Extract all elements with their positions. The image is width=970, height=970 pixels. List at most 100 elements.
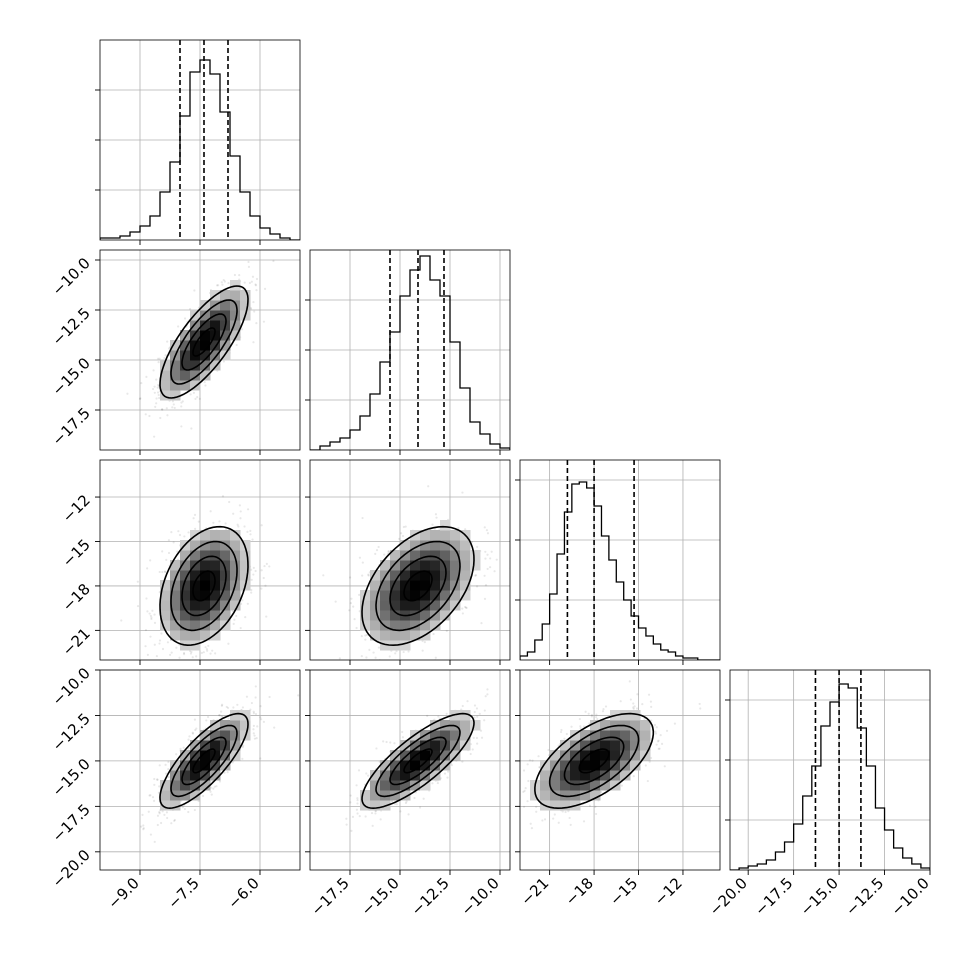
density-bin [460,580,471,591]
scatter-point [443,772,447,775]
scatter-point [247,260,250,264]
density-bin [230,280,241,291]
scatter-point [139,397,142,400]
scatter-point [156,778,159,781]
density-bin [200,760,211,771]
scatter-point [483,526,486,529]
scatter-point [205,647,208,651]
density-bin [180,630,191,641]
scatter-point [233,273,236,277]
scatter-point [179,747,182,750]
density-bin [390,550,401,561]
density-bin [400,640,411,651]
scatter-point [221,283,224,286]
scatter-point [253,734,256,737]
scatter-point [158,570,161,574]
density-bin [230,310,241,321]
density-bin [210,630,221,641]
scatter-point [356,797,359,800]
scatter-point [145,375,148,378]
scatter-point [402,525,405,529]
scatter-point [361,516,364,520]
scatter-point [349,602,352,605]
contour-line [170,299,238,385]
scatter-point [476,545,479,548]
scatter-point [413,796,416,800]
scatter-point [210,786,213,789]
density-bin [430,600,441,611]
density-bin [210,320,221,331]
scatter-point [195,727,198,730]
density-bin [180,750,191,761]
scatter-point [493,570,496,573]
density-bin [450,550,461,561]
scatter-point [164,763,167,766]
density-bin [420,600,431,611]
density-bin [230,590,241,601]
density-bin [240,290,251,301]
scatter-point [187,738,190,741]
density-bin [360,600,371,611]
scatter-point [475,585,479,588]
density-bin [220,730,231,741]
density-bin [200,750,211,761]
scatter-point [212,521,215,524]
scatter-point [464,528,467,531]
density-bin [190,380,201,391]
density-bin [200,350,211,361]
scatter-point [464,606,468,609]
density-bin [210,530,221,541]
scatter-point [189,393,192,396]
scatter-point [217,284,220,287]
scatter-point [163,356,166,360]
density-bin [170,570,181,581]
contour-line [375,540,461,632]
scatter-point [194,397,197,400]
scatter-point [218,780,222,783]
density-bin [210,330,221,341]
scatter-point [193,289,196,292]
scatter-point [426,714,429,718]
scatter-point [486,567,489,571]
density-bin [380,630,391,641]
scatter-point [142,824,145,827]
scatter-point [151,609,154,612]
scatter-point [153,621,157,624]
density-bin [200,550,211,561]
histogram-line [100,59,300,240]
scatter-point [209,510,212,513]
scatter-point [382,740,385,743]
scatter-point [422,797,425,800]
scatter-point [167,539,171,542]
scatter-point [153,783,156,786]
scatter-point [401,730,404,734]
scatter-point [398,537,401,540]
scatter-point [140,825,143,828]
scatter-point [187,748,190,751]
scatter-point [190,427,193,430]
scatter-point [189,652,193,655]
density-bin [220,300,231,311]
scatter-point [176,550,179,553]
scatter-point [345,817,348,820]
density-bin [160,370,171,381]
scatter-point [393,742,396,745]
scatter-point [350,597,353,600]
density-bin [230,300,241,311]
density-bin [220,530,231,541]
scatter-point [472,736,475,739]
density-bin [230,550,241,561]
scatter-point [475,736,479,740]
scatter-point [297,694,300,697]
scatter-point [469,752,472,756]
scatter-point [148,414,151,418]
scatter-point [259,705,262,708]
contour-line [159,285,249,399]
scatter-point [246,602,249,605]
density-bin [190,310,201,321]
scatter-point [203,381,206,384]
density-bin [180,580,191,591]
scatter-point [264,584,267,587]
scatter-point [163,570,167,573]
scatter-point [402,650,405,654]
